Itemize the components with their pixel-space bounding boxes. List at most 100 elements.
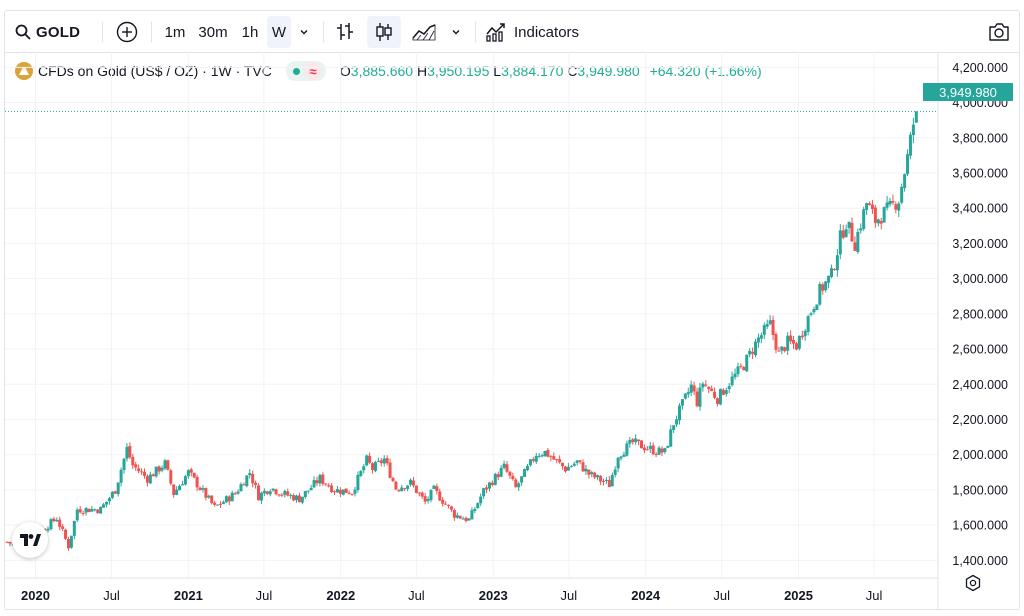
- candle-body: [271, 488, 275, 491]
- bar-style-icon: [335, 21, 355, 43]
- tradingview-logo-icon[interactable]: [12, 522, 48, 558]
- candle-body: [642, 447, 646, 451]
- candle-body: [698, 387, 702, 407]
- y-tick-label: 3,800.000: [952, 131, 1008, 145]
- y-tick-label: 2,200.000: [952, 413, 1008, 427]
- delayed-data-icon: ≈: [303, 62, 322, 80]
- candle-body: [520, 476, 524, 483]
- candle-body: [783, 347, 787, 352]
- candle-body: [414, 485, 418, 493]
- interval-1m[interactable]: 1m: [164, 23, 186, 41]
- candle-body: [470, 510, 474, 520]
- chevron-down-icon: [450, 26, 462, 38]
- screenshot-button[interactable]: [983, 11, 1015, 53]
- candle-body: [549, 456, 553, 458]
- candle-body: [555, 459, 559, 461]
- candle-body: [87, 508, 91, 513]
- candle-body: [274, 489, 278, 495]
- candle-body: [96, 509, 100, 513]
- candle-body: [815, 304, 819, 310]
- candle-body: [297, 495, 301, 503]
- candle-body: [885, 202, 889, 208]
- candle-body: [52, 518, 56, 521]
- candle-body: [66, 539, 70, 549]
- settings-button[interactable]: [964, 574, 982, 597]
- candle-body: [499, 467, 503, 477]
- candle-body: [908, 134, 912, 156]
- candle-body: [90, 509, 94, 512]
- interval-1h[interactable]: 1h: [241, 23, 259, 41]
- candle-body: [754, 341, 758, 356]
- candle-body: [900, 186, 904, 203]
- candle-body: [634, 438, 638, 443]
- chart-widget: GOLD 1m 30m 1h W: [4, 10, 1020, 610]
- candle-body: [420, 492, 424, 497]
- symbol-search-button[interactable]: GOLD: [15, 11, 85, 53]
- candle-body: [873, 207, 877, 223]
- candle-body: [216, 504, 220, 506]
- candle-body: [906, 154, 910, 175]
- candle-body: [523, 469, 527, 477]
- market-status[interactable]: ≈: [285, 61, 326, 81]
- y-tick-label: 3,200.000: [952, 237, 1008, 251]
- candle-body: [195, 476, 199, 488]
- candle-body: [794, 343, 798, 350]
- candle-body: [716, 398, 720, 404]
- candle-body: [69, 535, 73, 548]
- candle-body: [751, 351, 755, 354]
- candle-body: [853, 242, 857, 251]
- candle-body: [104, 501, 108, 505]
- chart-style-dropdown-button[interactable]: [445, 11, 467, 53]
- candle-body: [5, 541, 9, 543]
- candle-body: [122, 458, 126, 470]
- candle-body: [137, 468, 141, 472]
- candle-body: [505, 464, 509, 472]
- candle-body: [461, 518, 465, 520]
- y-tick-label: 1,600.000: [952, 519, 1008, 533]
- candle-body: [736, 366, 740, 375]
- candle-body: [809, 313, 813, 315]
- candle-body: [575, 460, 579, 463]
- candle-body: [540, 455, 544, 457]
- candle-body: [128, 445, 132, 458]
- candles-style-button[interactable]: [367, 16, 401, 48]
- indicators-button[interactable]: Indicators: [485, 11, 589, 53]
- add-symbol-button[interactable]: [113, 11, 141, 53]
- candle-body: [239, 484, 243, 492]
- candle-body: [289, 495, 293, 497]
- interval-w[interactable]: W: [267, 16, 291, 48]
- candle-body: [411, 480, 415, 486]
- candle-body: [566, 466, 570, 471]
- divider: [475, 22, 476, 42]
- area-style-button[interactable]: [407, 11, 441, 53]
- candle-body: [616, 457, 620, 469]
- candle-body: [730, 376, 734, 386]
- candle-body: [84, 507, 88, 513]
- candle-body: [219, 503, 223, 505]
- candle-body: [145, 476, 149, 483]
- candle-body: [131, 456, 135, 466]
- candle-body: [718, 388, 722, 405]
- candle-body: [832, 269, 836, 271]
- candle-body: [110, 491, 114, 498]
- candle-body: [46, 528, 50, 531]
- candle-body: [341, 489, 345, 495]
- candle-body: [771, 319, 775, 335]
- candle-body: [444, 503, 448, 505]
- candle-body: [116, 482, 120, 495]
- candle-body: [265, 491, 269, 494]
- candle-body: [888, 200, 892, 205]
- candle-body: [397, 490, 401, 492]
- y-tick-label: 2,800.000: [952, 307, 1008, 321]
- interval-dropdown-button[interactable]: [293, 11, 315, 53]
- bars-style-button[interactable]: [331, 11, 359, 53]
- y-tick-label: 3,400.000: [952, 202, 1008, 216]
- candle-body: [862, 209, 866, 229]
- candle-body: [487, 482, 491, 489]
- candle-body: [601, 480, 605, 482]
- interval-30m[interactable]: 30m: [198, 23, 228, 41]
- x-tick-label: Jul: [561, 588, 578, 603]
- candle-body: [493, 473, 497, 485]
- candle-body: [870, 204, 874, 210]
